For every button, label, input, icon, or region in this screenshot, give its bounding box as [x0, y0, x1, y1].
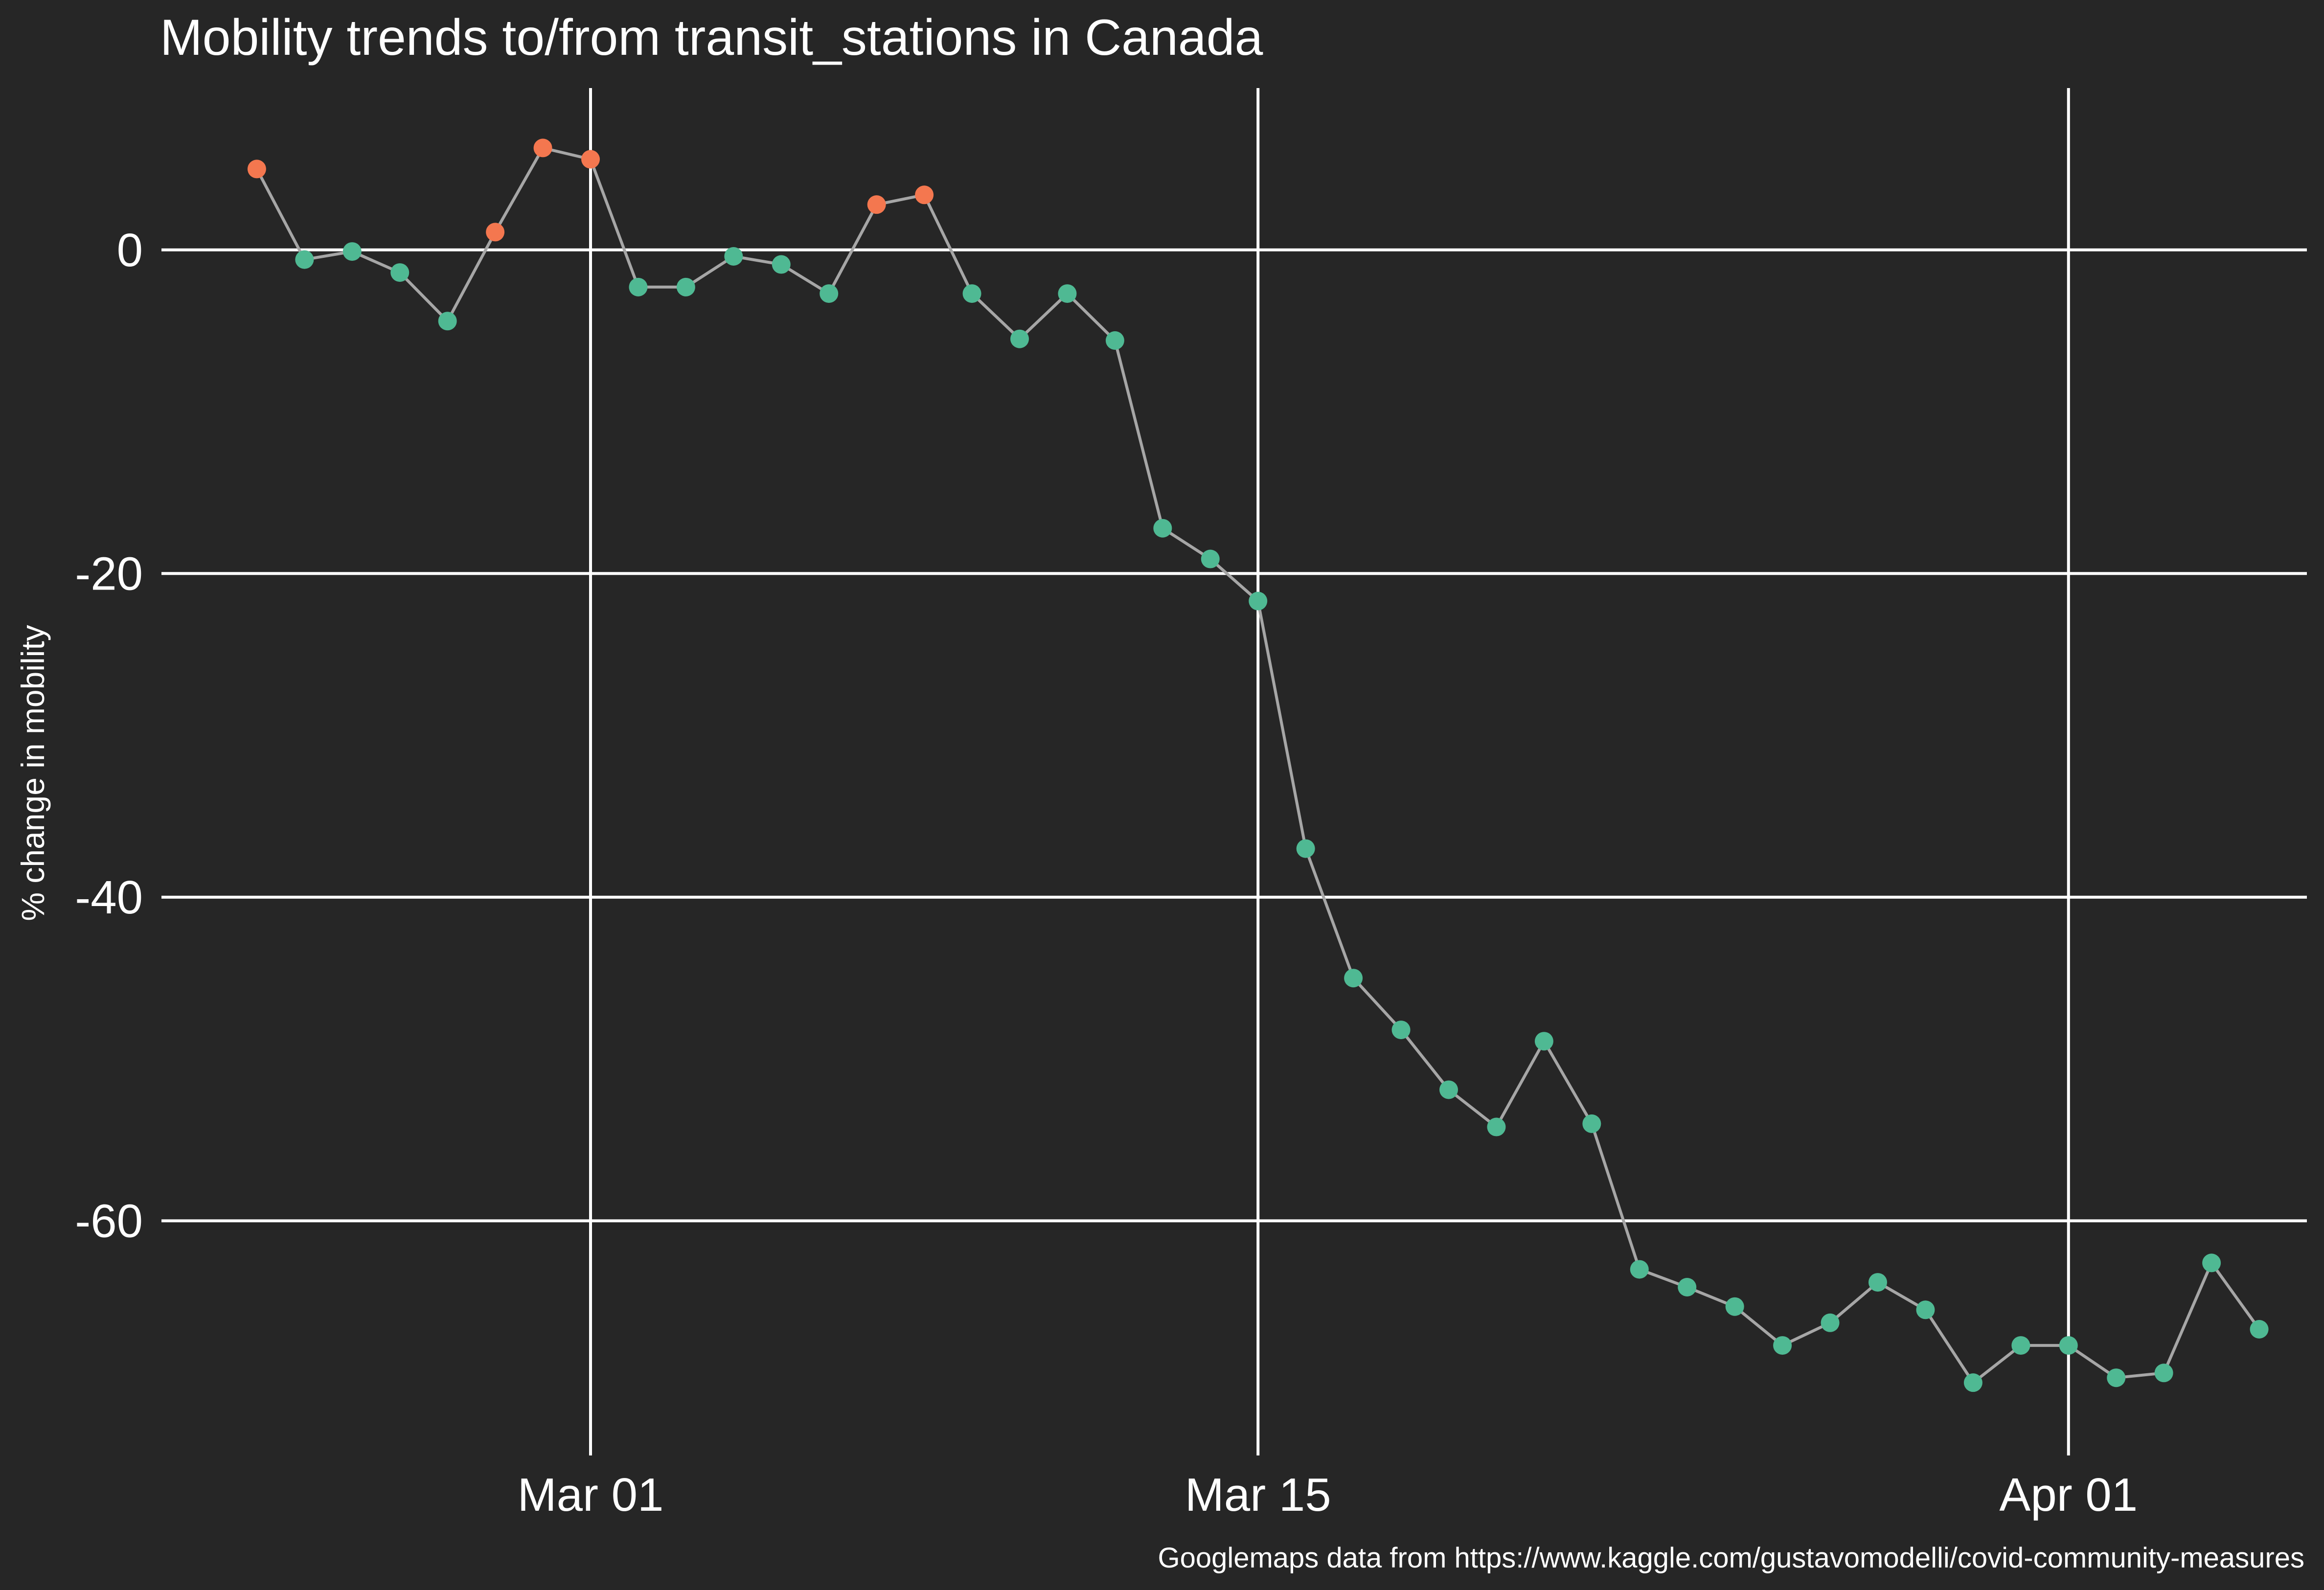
data-point-negative: [1678, 1278, 1697, 1296]
data-point-negative: [962, 284, 981, 303]
x-tick-label: Mar 15: [1185, 1469, 1331, 1521]
caption: Googlemaps data from https://www.kaggle.…: [1158, 1542, 2304, 1574]
y-tick-label: -20: [75, 547, 143, 600]
data-point-negative: [295, 250, 314, 269]
y-axis-title: % change in mobility: [15, 625, 51, 921]
data-point-negative: [2202, 1253, 2221, 1272]
data-point-negative: [1105, 331, 1124, 350]
point-layer: [247, 138, 2269, 1392]
data-point-negative: [1916, 1300, 1935, 1319]
data-point-negative: [2250, 1320, 2269, 1339]
data-point-negative: [1963, 1373, 1982, 1392]
data-point-negative: [438, 312, 457, 331]
data-point-negative: [772, 255, 791, 274]
x-tick-label: Mar 01: [518, 1469, 664, 1521]
data-point-positive: [247, 159, 266, 179]
data-point-negative: [1391, 1021, 1411, 1040]
grid-layer: [161, 88, 2307, 1455]
data-point-negative: [1534, 1032, 1553, 1051]
data-point-negative: [1773, 1336, 1792, 1355]
data-point-positive: [486, 223, 505, 242]
data-point-negative: [820, 284, 839, 303]
data-point-negative: [1201, 549, 1220, 568]
data-point-negative: [1058, 284, 1077, 303]
x-tick-label: Apr 01: [1999, 1469, 2138, 1521]
data-point-negative: [1249, 591, 1268, 611]
y-tick-label: -40: [75, 871, 143, 924]
data-point-negative: [2059, 1336, 2078, 1355]
data-point-negative: [1010, 329, 1029, 348]
data-point-negative: [1487, 1117, 1506, 1136]
chart-title: Mobility trends to/from transit_stations…: [160, 9, 1263, 66]
data-point-negative: [1439, 1080, 1458, 1099]
data-point-negative: [676, 277, 695, 296]
data-point-negative: [1630, 1260, 1649, 1279]
data-point-negative: [1868, 1273, 1887, 1292]
data-point-negative: [1344, 969, 1363, 988]
data-point-negative: [2154, 1363, 2173, 1383]
y-tick-label: -60: [75, 1195, 143, 1247]
data-point-negative: [629, 277, 648, 296]
data-point-negative: [342, 242, 362, 261]
data-point-positive: [915, 185, 934, 204]
data-point-negative: [1153, 519, 1172, 538]
data-point-negative: [1821, 1313, 1840, 1332]
tick-layer: 0 -20 -40 -60 Mar 01 Mar 15 Apr 01: [75, 224, 2138, 1521]
data-point-negative: [1725, 1297, 1744, 1316]
data-point-negative: [2011, 1336, 2030, 1355]
data-point-positive: [581, 150, 600, 169]
data-point-negative: [724, 247, 743, 266]
data-point-negative: [390, 263, 410, 282]
data-point-negative: [1296, 839, 1315, 858]
data-point-positive: [867, 195, 886, 214]
data-point-negative: [1582, 1114, 1601, 1133]
data-point-positive: [533, 138, 552, 158]
y-tick-label: 0: [117, 224, 143, 276]
data-point-negative: [2107, 1368, 2126, 1387]
